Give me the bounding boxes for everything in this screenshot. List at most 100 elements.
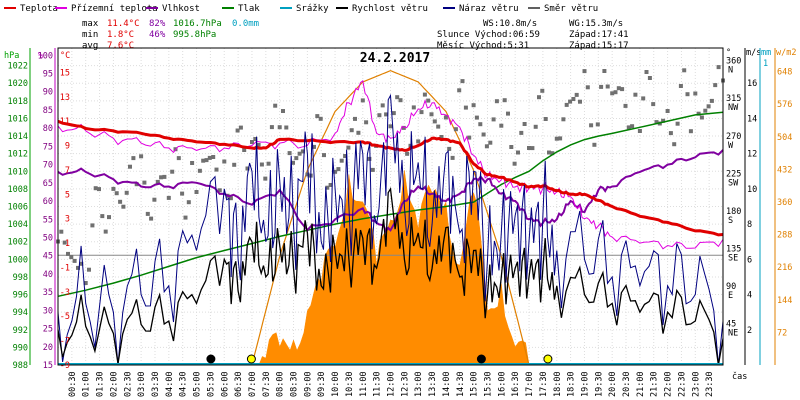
- wind-direction-point: [533, 124, 538, 129]
- wm2-tick: 72: [777, 328, 787, 338]
- c-tick: -7: [60, 337, 70, 347]
- c-tick: 13: [60, 93, 70, 103]
- hpa-tick: 1006: [8, 203, 28, 213]
- wind-direction-point: [69, 255, 74, 260]
- wind-direction-point: [349, 128, 354, 133]
- wind-direction-point: [114, 191, 119, 196]
- deg-tick: 315: [726, 94, 741, 104]
- c-tick: 9: [65, 142, 70, 152]
- wind-direction-point: [696, 111, 701, 116]
- legend-label: Srážky: [296, 4, 329, 14]
- time-tick: 15:00: [470, 371, 480, 397]
- time-tick: 09:00: [303, 371, 313, 397]
- wind-direction-point: [336, 167, 341, 172]
- wind-direction-point: [561, 117, 566, 122]
- time-tick: 20:00: [608, 371, 618, 397]
- wind-direction-point: [654, 120, 659, 125]
- legend-label: Přízemní teplota: [71, 4, 158, 14]
- time-tick: 17:30: [539, 371, 549, 397]
- info-panel: max 11.4°C 82% 1016.7hPa 0.0mm min 1.8°C 46% 995…: [82, 19, 629, 51]
- wind-direction-point: [139, 154, 144, 159]
- theoretical-radiation-line: [251, 69, 530, 366]
- hpa-axis-label: hPa: [4, 51, 19, 61]
- wind-direction-point: [703, 108, 708, 113]
- hpa-tick: 1002: [8, 238, 28, 248]
- wind-direction-point: [706, 104, 711, 109]
- wind-direction-point: [416, 139, 421, 144]
- stat-label: avg: [82, 41, 98, 51]
- wind-direction-point: [300, 149, 305, 154]
- wind-direction-point: [287, 151, 292, 156]
- deg-tick: 180: [726, 207, 741, 217]
- wind-direction-point: [263, 176, 268, 181]
- wind-direction-point: [398, 98, 403, 103]
- wind-direction-point: [356, 130, 361, 135]
- wind-direction-point: [367, 156, 372, 161]
- wind-direction-point: [550, 151, 555, 156]
- wind-direction-point: [564, 102, 569, 107]
- dir-tick: W: [728, 141, 734, 151]
- wind-direction-point: [343, 154, 348, 158]
- ms-tick: 8: [747, 220, 752, 230]
- sunset-marker: [543, 354, 553, 364]
- deg-tick: 270: [726, 132, 741, 142]
- pct-tick: 95: [43, 70, 53, 80]
- wind-direction-point: [450, 155, 455, 160]
- wind-direction-point: [623, 103, 628, 108]
- wind-direction-point: [66, 251, 70, 256]
- moonrise-info: Měsíc Východ:5:31: [437, 41, 529, 51]
- hpa-tick: 996: [13, 291, 28, 301]
- c-tick: -5: [60, 312, 70, 322]
- ms-tick: 14: [747, 114, 757, 124]
- c-tick: 11: [60, 117, 70, 127]
- wind-direction-point: [297, 151, 302, 156]
- wind-direction-point: [599, 84, 604, 89]
- time-tick: 03:30: [151, 371, 161, 397]
- wind-direction-point: [519, 130, 524, 135]
- stat-pressure: 995.8hPa: [173, 30, 216, 40]
- wind-direction-point: [134, 182, 139, 187]
- wind-direction-point: [228, 196, 233, 201]
- pct-tick: 60: [43, 197, 53, 207]
- wind-direction-point: [516, 150, 520, 155]
- ms-tick: 12: [747, 150, 757, 160]
- wind-direction-point: [419, 110, 424, 115]
- wind-direction-point: [699, 115, 704, 120]
- wind-direction-point: [339, 158, 344, 163]
- wind-direction-point: [522, 122, 527, 126]
- wind-direction-point: [162, 174, 167, 179]
- wind-direction-point: [678, 84, 683, 88]
- wind-direction-point: [124, 190, 129, 195]
- hpa-tick: 992: [13, 326, 28, 336]
- c-tick: -1: [60, 264, 70, 274]
- wind-direction-point: [121, 204, 126, 209]
- time-tick: 06:30: [234, 371, 244, 397]
- wind-direction-point: [585, 85, 590, 90]
- wind-direction-point: [589, 123, 594, 128]
- wind-direction-point: [76, 265, 80, 270]
- time-tick: 18:00: [553, 371, 563, 397]
- time-tick: 07:00: [248, 371, 258, 397]
- wind-direction-point: [558, 136, 563, 141]
- wm2-tick: 144: [777, 296, 792, 306]
- time-tick: 16:30: [511, 371, 521, 397]
- stat-rain: 0.0mm: [232, 19, 259, 29]
- wind-direction-point: [641, 96, 646, 101]
- wind-direction-point: [222, 159, 227, 164]
- time-tick: 07:30: [262, 371, 272, 397]
- wind-direction-point: [610, 91, 615, 96]
- hpa-tick: 994: [13, 308, 28, 318]
- wind-direction-point: [568, 99, 573, 104]
- wind-direction-point: [155, 179, 160, 184]
- wind-direction-point: [540, 88, 545, 93]
- c-tick: 15: [60, 68, 70, 78]
- time-tick: 01:00: [82, 371, 92, 397]
- wind-direction-point: [651, 102, 656, 107]
- wind-direction-point: [592, 142, 597, 147]
- stat-temp: 7.6°C: [107, 41, 134, 51]
- wind-direction-point: [675, 121, 680, 126]
- pct-tick: 30: [43, 306, 53, 316]
- wind-direction-point: [411, 105, 416, 110]
- c-tick: -9: [60, 361, 70, 371]
- wind-direction-point: [574, 92, 579, 97]
